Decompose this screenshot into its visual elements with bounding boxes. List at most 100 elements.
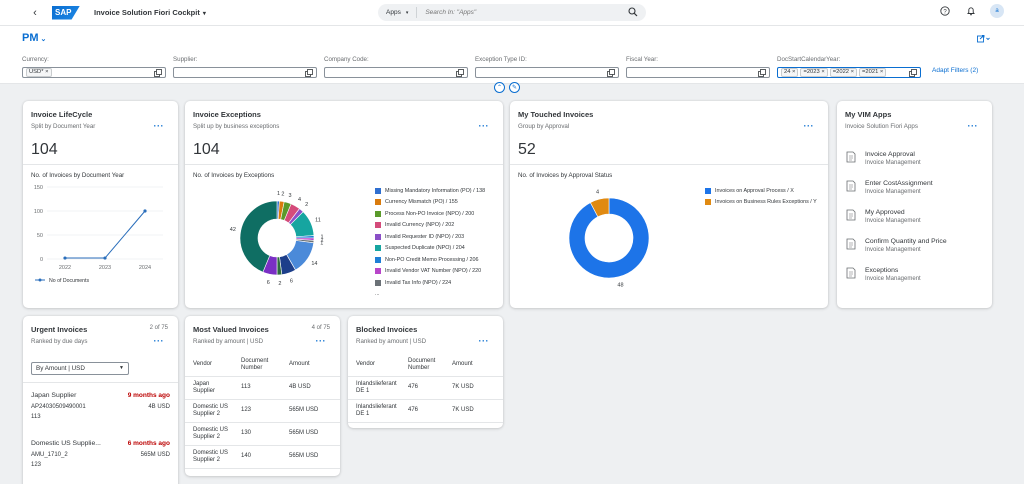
- filter-token[interactable]: =2023 ×: [800, 68, 828, 77]
- more-icon[interactable]: ···: [478, 336, 489, 346]
- more-icon[interactable]: ···: [153, 336, 164, 346]
- app-title[interactable]: Invoice Solution Fiori Cockpit ▾: [94, 8, 206, 17]
- legend-item[interactable]: Non-PO Credit Memo Processing / 206: [375, 254, 485, 266]
- supplier-input[interactable]: [173, 67, 317, 78]
- value-help-icon[interactable]: [456, 69, 464, 77]
- filter-label: Exception Type ID:: [475, 56, 527, 63]
- legend-item[interactable]: Invoices on Approval Process / X: [705, 185, 817, 197]
- more-icon[interactable]: ···: [315, 336, 326, 346]
- more-icon[interactable]: ···: [803, 121, 814, 131]
- vim-app-enter-cost-assignment[interactable]: Enter CostAssignment Invoice Management: [837, 176, 992, 205]
- table-row[interactable]: Inlandslieferant DE 1 476 7K USD: [348, 399, 503, 423]
- share-icon[interactable]: [977, 35, 991, 45]
- shell-actions: ? a: [938, 4, 1004, 18]
- exception-type-input[interactable]: [475, 67, 619, 78]
- search-input[interactable]: [425, 9, 616, 16]
- adapt-filters-link[interactable]: Adapt Filters (2): [932, 67, 979, 74]
- data-label: 6: [290, 279, 293, 285]
- value-help-icon[interactable]: [607, 69, 615, 77]
- vim-app-exceptions[interactable]: Exceptions Invoice Management: [837, 263, 992, 292]
- legend-item[interactable]: Invalid Currency (NPO) / 202: [375, 220, 485, 232]
- pie-slice[interactable]: [590, 197, 610, 218]
- due-status: 9 months ago: [127, 392, 170, 399]
- collapse-header-icon[interactable]: ⌃: [494, 82, 505, 93]
- filter-token[interactable]: =2022 ×: [829, 68, 858, 77]
- data-point[interactable]: [143, 209, 147, 213]
- legend-swatch: [705, 199, 711, 206]
- pin-icon[interactable]: ✎: [509, 82, 520, 93]
- data-label: 2: [278, 281, 281, 287]
- y-tick-label: 50: [37, 233, 43, 239]
- pie-slice[interactable]: [239, 200, 278, 273]
- avatar[interactable]: a: [990, 4, 1004, 18]
- pie-slice[interactable]: [568, 197, 650, 279]
- legend-label: Missing Mandatory Information (PO) / 138: [385, 187, 486, 194]
- legend-item[interactable]: Suspected Duplicate (NPO) / 204: [375, 243, 485, 255]
- legend-item[interactable]: Invalid Vendor VAT Number (NPO) / 220: [375, 266, 485, 278]
- company-code-input[interactable]: [324, 67, 468, 78]
- legend-item[interactable]: Invalid Tax Info (NPO) / 224: [375, 277, 485, 289]
- data-point[interactable]: [103, 256, 107, 260]
- card-invoice-lifecycle[interactable]: Invoice LifeCycle Split by Document Year…: [23, 101, 178, 308]
- table-row[interactable]: Inlandslieferant DE 1 476 7K USD: [348, 376, 503, 400]
- value-help-icon[interactable]: [305, 69, 313, 77]
- vendor-cell: Inlandslieferant DE 1: [348, 376, 400, 400]
- vendor-cell: Inlandslieferant DE 1: [348, 399, 400, 423]
- filter-token[interactable]: 24 ×: [781, 68, 799, 77]
- fiscal-year-input[interactable]: [626, 67, 770, 78]
- table-row[interactable]: Domestic US Supplier 2 140 565M USD: [185, 445, 340, 469]
- vim-app-confirm-quantity[interactable]: Confirm Quantity and Price Invoice Manage…: [837, 234, 992, 263]
- sort-dropdown[interactable]: By Amount | USD ▼: [31, 362, 129, 375]
- value-help-icon[interactable]: [909, 69, 917, 77]
- card-blocked-invoices[interactable]: Blocked Invoices Ranked by amount | USD …: [348, 316, 503, 428]
- card-my-touched-invoices[interactable]: My Touched Invoices Group by Approval ··…: [510, 101, 828, 308]
- more-icon[interactable]: ···: [967, 121, 978, 131]
- card-count: 4 of 75: [311, 325, 330, 331]
- legend-swatch: [375, 245, 381, 252]
- document-icon: [846, 151, 856, 163]
- card-subtitle: Invoice Solution Fiori Apps: [845, 123, 918, 130]
- vim-app-subtitle: Invoice Management: [865, 276, 921, 282]
- legend-item[interactable]: Invalid Requester ID (NPO) / 203: [375, 231, 485, 243]
- legend-more[interactable]: ...: [375, 291, 380, 298]
- legend-item[interactable]: Currency Mismatch (PO) / 155: [375, 197, 485, 209]
- chevron-down-icon: ⌄: [40, 36, 47, 43]
- table-row[interactable]: Domestic US Supplier 2 130 565M USD: [185, 422, 340, 446]
- card-invoice-exceptions[interactable]: Invoice Exceptions Split up by business …: [185, 101, 503, 308]
- card-my-vim-apps[interactable]: My VIM Apps Invoice Solution Fiori Apps …: [837, 101, 992, 308]
- bell-icon[interactable]: [964, 4, 978, 18]
- help-icon[interactable]: ?: [938, 4, 952, 18]
- legend-item[interactable]: Process Non-PO Invoice (NPO) / 200: [375, 208, 485, 220]
- legend-item[interactable]: Invoices on Business Rules Exceptions / …: [705, 197, 817, 209]
- value-help-icon[interactable]: [154, 69, 162, 77]
- vim-app-invoice-approval[interactable]: Invoice Approval Invoice Management: [837, 147, 992, 176]
- sap-logo[interactable]: SAP: [52, 5, 80, 20]
- data-label: 1: [277, 191, 280, 197]
- search-scope-select[interactable]: Apps ▾: [386, 9, 408, 16]
- card-most-valued-invoices[interactable]: Most Valued Invoices 4 of 75 Ranked by a…: [185, 316, 340, 476]
- table-row[interactable]: Japan Supplier 113 4B USD: [185, 376, 340, 400]
- legend-item[interactable]: Missing Mandatory Information (PO) / 138: [375, 185, 485, 197]
- list-item[interactable]: Japan Supplier 9 months ago AP2403050949…: [23, 383, 178, 431]
- search-icon[interactable]: [628, 7, 638, 19]
- amount: 4B USD: [148, 404, 170, 410]
- filter-token[interactable]: USD* ×: [26, 68, 52, 77]
- table-row[interactable]: Domestic US Supplier 2 123 565M USD: [185, 399, 340, 423]
- card-count: 2 of 75: [149, 325, 168, 331]
- currency-input[interactable]: USD* ×: [22, 67, 166, 78]
- column-header: Document Number: [400, 354, 444, 377]
- value-help-icon[interactable]: [758, 69, 766, 77]
- list-item[interactable]: Domestic US Supplie... 6 months ago AMU_…: [23, 431, 178, 479]
- doc-start-year-input[interactable]: 24 × =2023 × =2022 × =2021 ×: [777, 67, 921, 78]
- search-separator: [416, 7, 418, 18]
- vim-app-my-approved[interactable]: My Approved Invoice Management: [837, 205, 992, 234]
- data-point[interactable]: [63, 256, 67, 260]
- filter-token[interactable]: =2021 ×: [859, 68, 887, 77]
- data-label: 4: [298, 197, 301, 203]
- more-icon[interactable]: ···: [478, 121, 489, 131]
- legend-label: Currency Mismatch (PO) / 155: [385, 199, 458, 206]
- card-urgent-invoices[interactable]: Urgent Invoices 2 of 75 Ranked by due da…: [23, 316, 178, 484]
- back-icon[interactable]: ‹: [33, 6, 37, 19]
- more-icon[interactable]: ···: [153, 121, 164, 131]
- variant-select[interactable]: PM ⌄: [22, 32, 46, 44]
